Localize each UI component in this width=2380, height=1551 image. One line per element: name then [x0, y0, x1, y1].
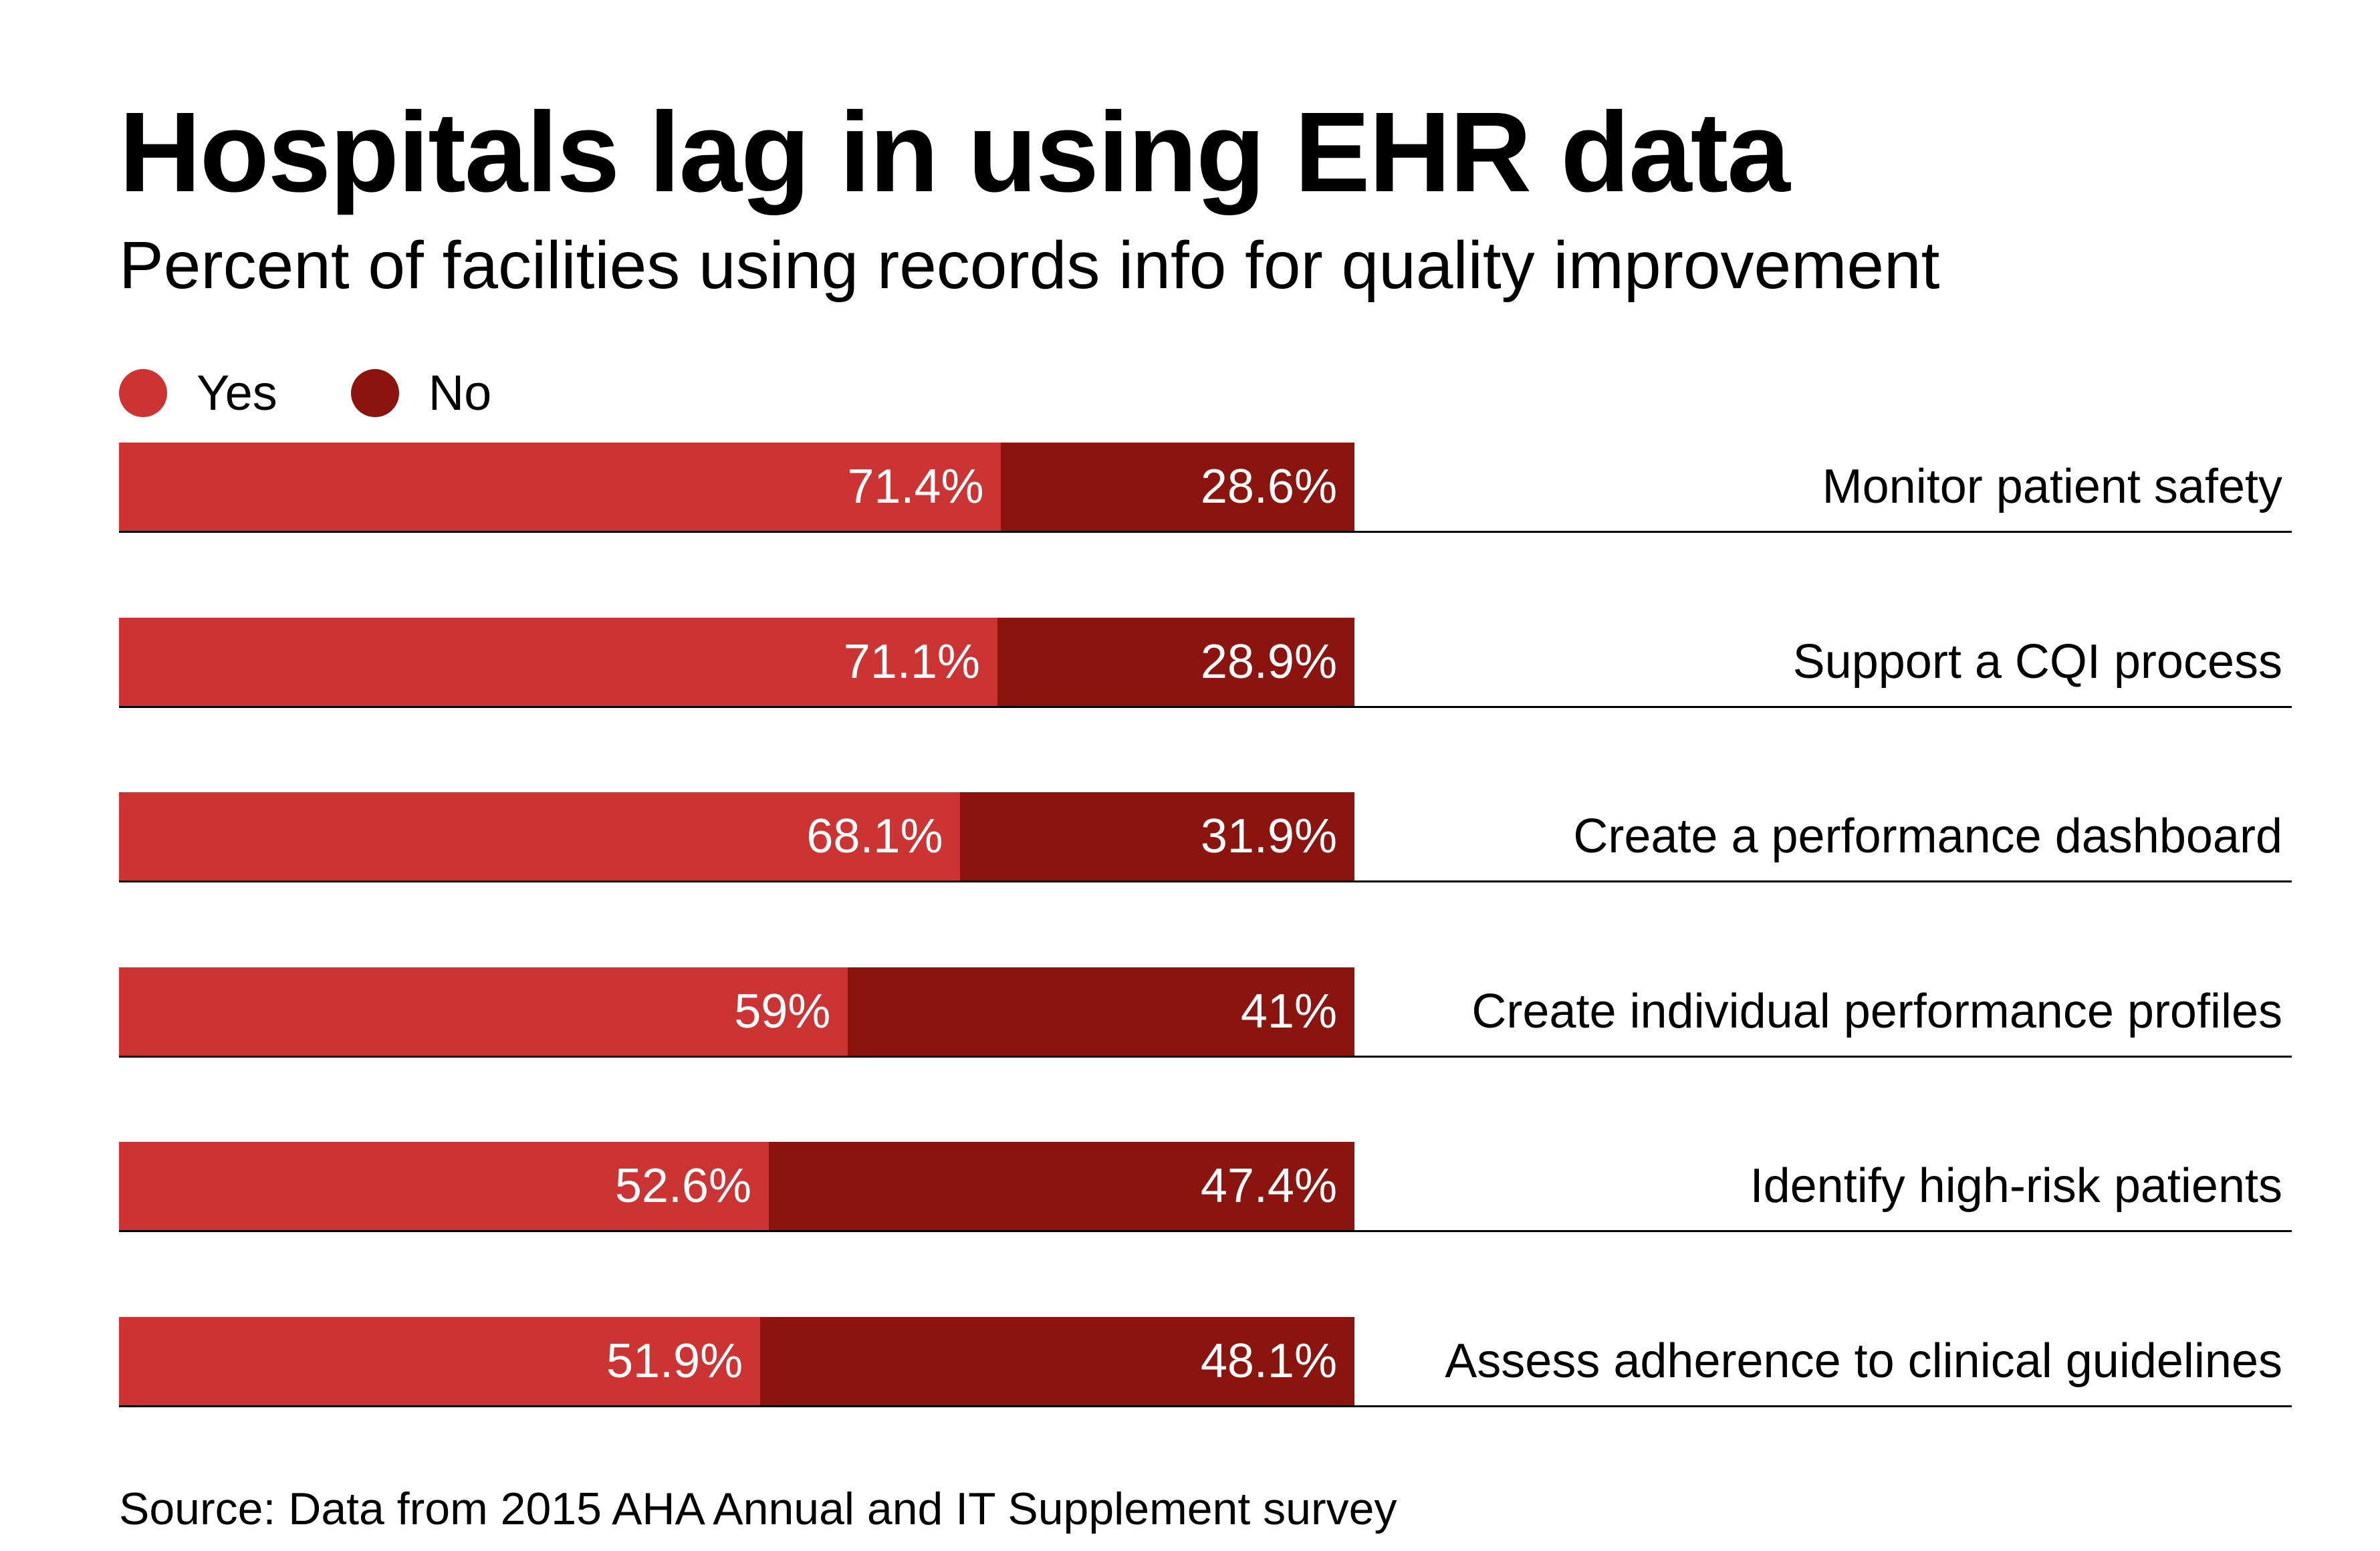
bar-row: 71.1% 28.9% Support a CQI process: [119, 617, 2292, 708]
bar-no: 28.6%: [1001, 443, 1354, 531]
category-label: Identify high-risk patients: [1750, 1159, 2282, 1213]
bar-yes: 52.6%: [119, 1142, 769, 1230]
data-label: 68.1%: [806, 810, 943, 863]
bar-no: 41%: [848, 967, 1354, 1056]
row-baseline: [119, 1405, 2292, 1407]
data-label: 51.9%: [606, 1334, 743, 1388]
data-label: 41%: [1240, 984, 1337, 1038]
bar-no: 47.4%: [769, 1142, 1354, 1230]
bar-row: 68.1% 31.9% Create a performance dashboard: [119, 792, 2292, 882]
data-label: 71.4%: [847, 460, 984, 513]
data-label: 31.9%: [1200, 810, 1337, 863]
bar-row: 71.4% 28.6% Monitor patient safety: [119, 443, 2292, 533]
source-note: Source: Data from 2015 AHA Annual and IT…: [119, 1483, 1397, 1534]
data-label: 28.6%: [1200, 460, 1337, 513]
bar-row: 51.9% 48.1% Assess adherence to clinical g…: [119, 1316, 2292, 1407]
legend-item-no: No: [350, 364, 492, 421]
data-label: 48.1%: [1200, 1334, 1337, 1388]
category-label: Monitor patient safety: [1822, 460, 2282, 513]
bar-row: 52.6% 47.4% Identify high-risk patients: [119, 1142, 2292, 1232]
row-baseline: [119, 705, 2292, 708]
bar-yes: 51.9%: [119, 1316, 761, 1405]
chart-subtitle: Percent of facilities using records info…: [119, 228, 1940, 303]
data-label: 52.6%: [614, 1159, 752, 1213]
bar-yes: 71.1%: [119, 617, 997, 706]
bar-row: 59% 41% Create individual performance prof…: [119, 967, 2292, 1058]
bar-yes: 68.1%: [119, 792, 961, 880]
row-baseline: [119, 1055, 2292, 1058]
bar-no: 31.9%: [960, 792, 1354, 880]
chart-title: Hospitals lag in using EHR data: [119, 89, 1790, 216]
row-baseline: [119, 1230, 2292, 1232]
row-baseline: [119, 880, 2292, 882]
bar-no: 28.9%: [997, 617, 1354, 706]
legend: Yes No: [119, 364, 565, 421]
data-label: 47.4%: [1200, 1159, 1337, 1213]
bar-yes: 59%: [119, 967, 848, 1056]
data-label: 28.9%: [1200, 634, 1337, 689]
legend-item-yes: Yes: [119, 364, 277, 421]
bar-no: 48.1%: [760, 1316, 1354, 1405]
data-label: 71.1%: [843, 634, 980, 689]
legend-swatch-no: [350, 368, 399, 417]
category-label: Support a CQI process: [1792, 634, 2282, 689]
bar-yes: 71.4%: [119, 443, 1001, 531]
category-label: Assess adherence to clinical guidelines: [1445, 1334, 2282, 1388]
data-label: 59%: [734, 984, 831, 1038]
row-baseline: [119, 531, 2292, 533]
legend-label-no: No: [428, 365, 492, 421]
category-label: Create a performance dashboard: [1573, 810, 2282, 863]
legend-swatch-yes: [119, 368, 167, 417]
legend-label-yes: Yes: [197, 365, 277, 421]
category-label: Create individual performance profiles: [1471, 984, 2282, 1038]
